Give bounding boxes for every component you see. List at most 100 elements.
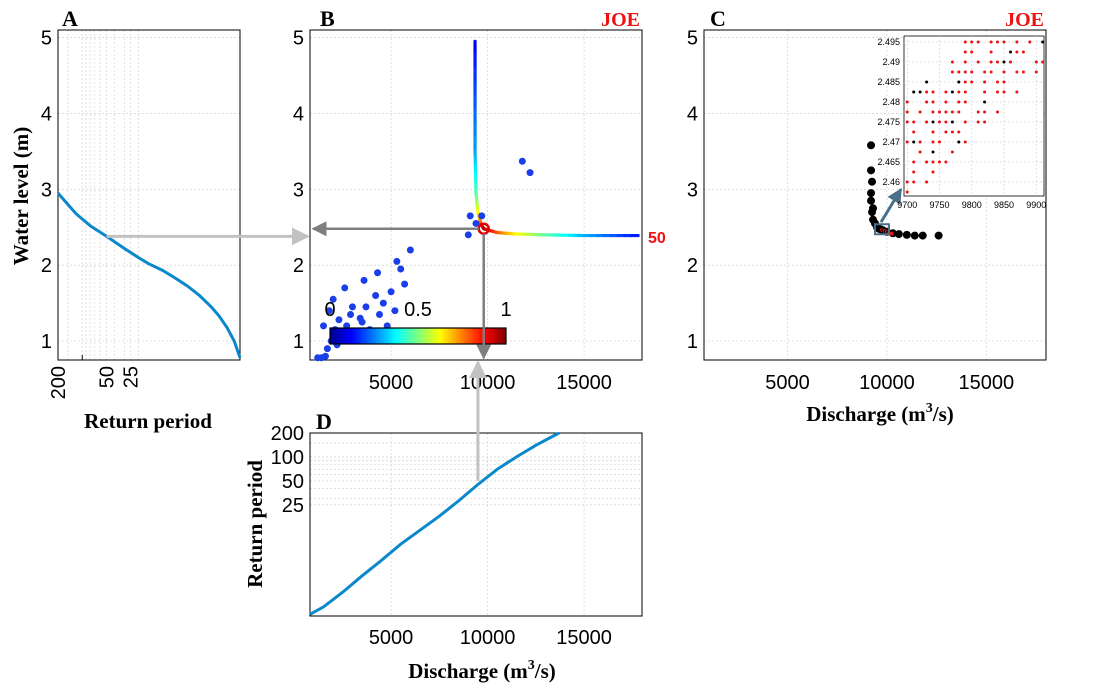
panel-a-xlabel: Return period: [84, 409, 212, 433]
panel-c-inset-point: [1015, 51, 1018, 54]
panel-b-xtick: 5000: [369, 372, 414, 394]
panel-c-ytick: 4: [687, 103, 698, 125]
panel-c-inset-xtick: 9900: [1026, 200, 1046, 210]
panel-c-inset-point: [964, 81, 967, 84]
panel-b-xtick: 10000: [460, 372, 516, 394]
panel-c-ytick: 5: [687, 28, 698, 50]
panel-c-inset-point: [1041, 61, 1044, 64]
panel-c-inset-point: [932, 101, 935, 104]
panel-c-inset-point: [906, 141, 909, 144]
panel-c-inset-point: [925, 81, 928, 84]
panel-c-inset-point: [983, 121, 986, 124]
panel-c-inset-point: [977, 61, 980, 64]
panel-a-ytick: 5: [41, 28, 52, 50]
panel-b-data-point: [393, 258, 400, 265]
panel-c-inset-point: [964, 101, 967, 104]
panel-c-inset-point: [932, 131, 935, 134]
panel-c-inset-point: [932, 121, 935, 124]
panel-c-data-point: [919, 232, 927, 240]
panel-c-inset-ytick: 2.475: [877, 117, 900, 127]
panel-d-letter: D: [316, 409, 332, 434]
panel-a-ylabel: Water level (m): [9, 127, 33, 265]
panel-c-inset-point: [1028, 41, 1031, 44]
panel-c-inset-point: [1009, 51, 1012, 54]
panel-c-inset-point: [906, 111, 909, 114]
panel-b-ytick: 4: [293, 103, 304, 125]
panel-c-tag: JOE: [1005, 9, 1044, 31]
panel-c-inset-point: [1015, 41, 1018, 44]
panel-c-inset-point: [944, 111, 947, 114]
panel-c-data-point: [890, 232, 894, 236]
panel-c-inset-point: [1022, 71, 1025, 74]
panel-c-inset-point: [964, 61, 967, 64]
panel-d-ytick: 50: [282, 471, 304, 493]
panel-d-ytick: 25: [282, 495, 304, 517]
panel-b-data-point: [397, 265, 404, 272]
panel-c-inset-point: [977, 121, 980, 124]
panel-b-data-point: [357, 315, 364, 322]
panel-c-inset-frame: [904, 36, 1044, 196]
panel-c-inset-point: [983, 81, 986, 84]
panel-c-inset-point: [951, 111, 954, 114]
panel-c-letter: C: [710, 6, 726, 31]
panel-c-inset-point: [964, 51, 967, 54]
panel-c-inset-point: [1003, 61, 1006, 64]
panel-c-inset-point: [944, 101, 947, 104]
panel-c-inset-point: [1041, 41, 1044, 44]
panel-c-inset-point: [957, 101, 960, 104]
panel-c-data-point: [869, 204, 877, 212]
panel-d-ylabel: Return period: [243, 460, 267, 588]
panel-c-inset-point: [996, 91, 999, 94]
panel-c-inset-point: [906, 191, 909, 194]
panel-c-inset-point: [951, 71, 954, 74]
panel-b-data-point: [391, 307, 398, 314]
panel-d-ytick: 200: [271, 423, 304, 445]
panel-b-data-point: [372, 292, 379, 299]
panel-d-ytick: 100: [271, 447, 304, 469]
panel-c-inset-point: [1003, 71, 1006, 74]
panel-c-inset-point: [957, 71, 960, 74]
panel-c-data-point: [867, 189, 875, 197]
panel-c-inset-point: [1003, 91, 1006, 94]
panel-d-xlabel: Discharge (m3/s): [408, 658, 556, 683]
panel-c-inset-point: [996, 111, 999, 114]
panel-c-data-point: [867, 141, 875, 149]
panel-b-data-point: [341, 284, 348, 291]
panel-b-data-point: [349, 303, 356, 310]
panel-a-ytick: 3: [41, 179, 52, 201]
panel-b-ytick: 3: [293, 179, 304, 201]
panel-c-data-point: [868, 178, 876, 186]
panel-c-inset-xtick: 9750: [929, 200, 949, 210]
panel-c-inset-point: [906, 181, 909, 184]
panel-c-inset-point: [996, 41, 999, 44]
panel-c-inset-ytick: 2.485: [877, 77, 900, 87]
panel-c-inset-point: [951, 91, 954, 94]
panel-c-inset-point: [957, 111, 960, 114]
panel-c-inset-point: [912, 121, 915, 124]
panel-b-colorbar-tick: 0: [324, 299, 335, 321]
panel-c-inset-point: [932, 171, 935, 174]
panel-c-inset-point: [1035, 71, 1038, 74]
panel-b-data-point: [347, 311, 354, 318]
panel-c-inset-ytick: 2.46: [882, 177, 900, 187]
panel-b-data-point: [401, 281, 408, 288]
panel-b-data-point: [465, 231, 472, 238]
panel-c-inset-point: [925, 161, 928, 164]
panel-a-letter: A: [62, 6, 78, 31]
panel-c-inset-point: [938, 121, 941, 124]
panel-b-colorbar: [330, 328, 506, 344]
panel-b-data-point: [361, 277, 368, 284]
panel-c-inset-point: [970, 71, 973, 74]
panel-c-inset-point: [1009, 61, 1012, 64]
panel-c-inset-point: [912, 181, 915, 184]
panel-c-data-point: [935, 232, 943, 240]
panel-b-colorbar-tick: 1: [500, 299, 511, 321]
panel-b-data-point: [374, 269, 381, 276]
panel-c-data-point: [895, 230, 903, 238]
panel-c-ytick: 1: [687, 331, 698, 353]
panel-d-xtick: 15000: [556, 627, 612, 649]
panel-c-inset-point: [906, 121, 909, 124]
panel-b-data-point: [362, 303, 369, 310]
panel-c-inset-point: [912, 91, 915, 94]
